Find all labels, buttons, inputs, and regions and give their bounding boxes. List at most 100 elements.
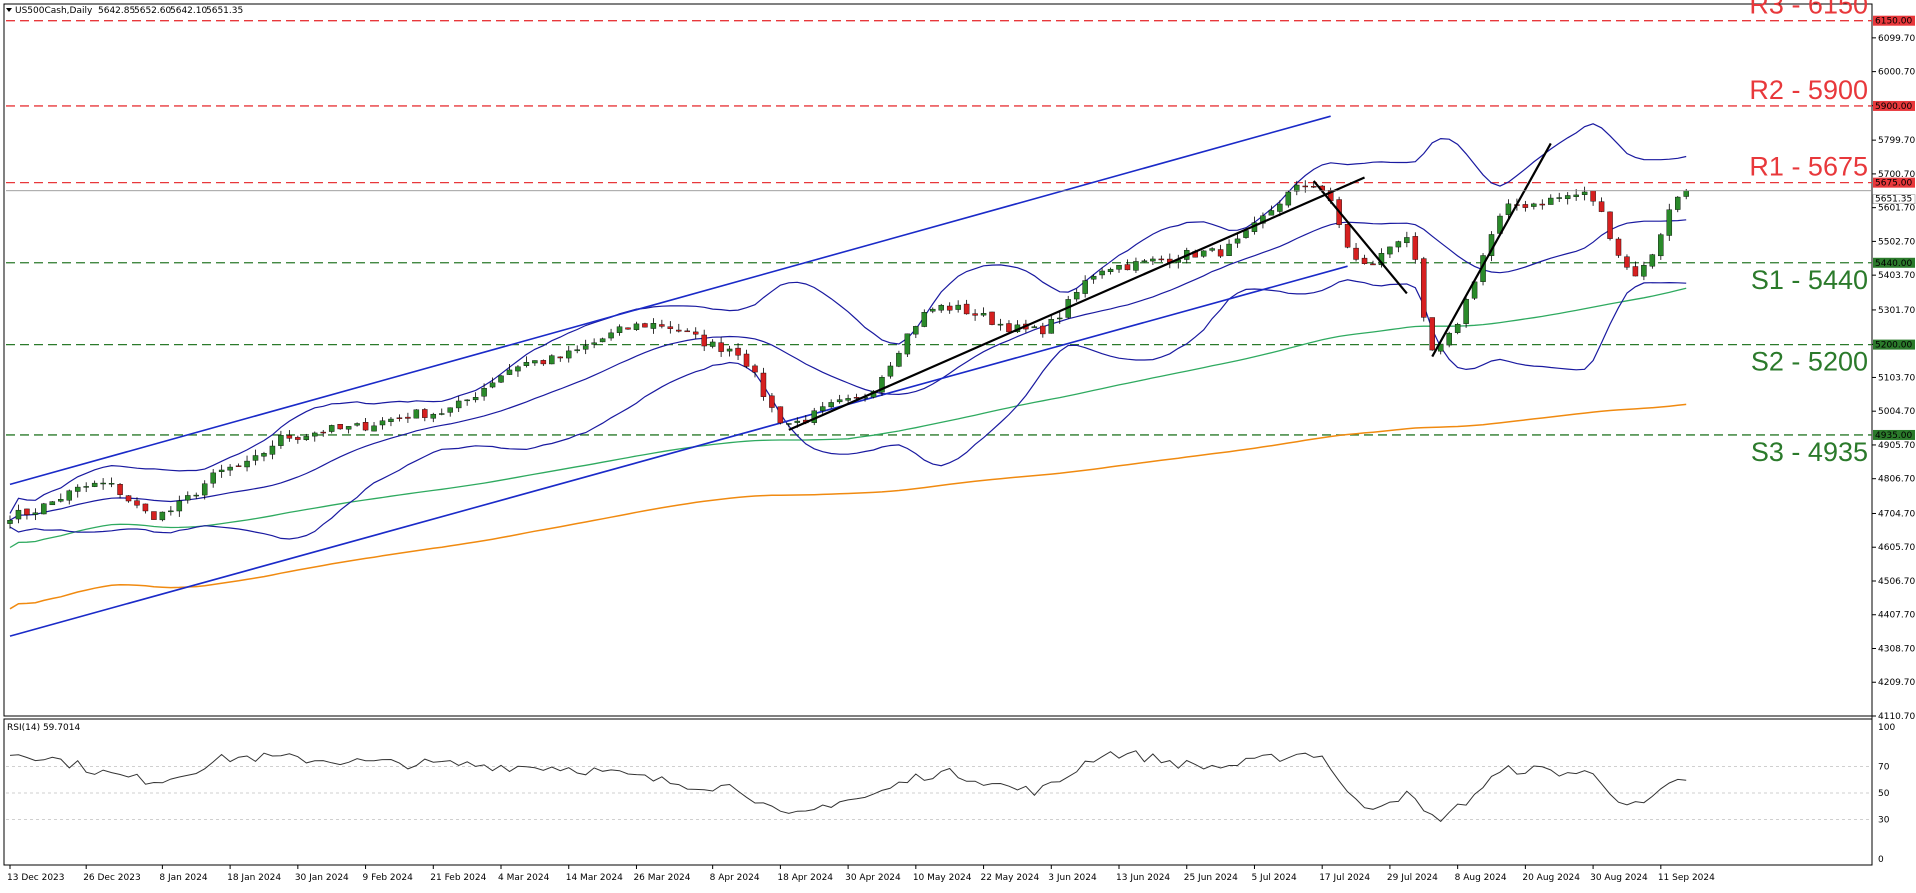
candle [142,503,149,514]
trendlines: 5651.35 [6,142,1916,431]
candle [455,396,462,412]
candle-body [210,472,216,484]
time-tick-label: 14 Mar 2024 [566,873,623,883]
candle-body [396,417,403,419]
time-tick-label: 3 Jun 2024 [1048,873,1097,883]
candle-body [566,350,572,359]
candle-body [997,323,1004,326]
candle [1073,288,1080,302]
candle [667,321,674,334]
candle-body [1099,270,1105,276]
candle [210,468,216,488]
price-tick-label: 6099.70 [1878,34,1915,44]
price-tick-label: 6000.70 [1878,68,1915,78]
candle [7,515,13,529]
candle-body [49,501,56,506]
candle-body [15,509,22,520]
candle [1658,232,1664,260]
candle-body [1285,191,1292,206]
candle-body [760,372,767,397]
level-label: R3 - 6150 [1749,0,1868,20]
candle [1581,186,1588,201]
candle [74,484,81,498]
candle-body [455,400,462,409]
price-tick-label: 4806.70 [1878,475,1915,485]
candle-body [1387,246,1393,255]
price-axis: 6099.706000.705900.705799.705700.705601.… [1872,34,1915,722]
level-price-tag [1873,257,1915,268]
candle-body [608,332,614,339]
candle [151,511,157,520]
candle-body [574,349,580,352]
candle-body [1150,258,1156,262]
candle [1607,211,1613,241]
candle-body [117,484,123,495]
candle [295,435,301,444]
price-tick-label: 4110.70 [1878,712,1915,722]
candle [1666,203,1673,241]
candle [422,408,428,422]
candle [439,408,445,416]
candle [498,374,504,383]
candle [887,362,894,379]
candle [66,489,73,505]
candle-body [235,465,242,467]
price-tick-label: 4605.70 [1878,543,1915,553]
candle-body [1531,203,1537,207]
dropdown-triangle-icon[interactable] [6,8,12,12]
candle [1150,256,1156,265]
rsi-tick-label: 30 [1878,815,1890,825]
candle [227,464,233,477]
candle [1564,192,1571,205]
candle-body [523,362,530,366]
candle-body [498,375,504,383]
candle-body [930,308,936,312]
candle [396,414,403,422]
candle-body [464,399,470,402]
candle-body [1031,326,1038,329]
level-label: S2 - 5200 [1751,347,1868,377]
price-tick-label: 5403.70 [1878,271,1915,281]
candle-body [938,304,944,311]
candle [278,430,284,449]
candle [506,364,513,375]
time-tick-label: 26 Dec 2023 [83,873,140,883]
rsi-tick-label: 100 [1878,723,1895,733]
candle [218,464,225,478]
candle-body [41,503,47,515]
ma-orange-line [9,403,1687,610]
level-labels: 6150.00 R3 - 6150 5900.00 R2 - 5900 5675.00 R… [1749,0,1915,467]
candle-body [896,352,902,367]
rsi-line [9,750,1687,823]
time-tick-label: 11 Sep 2024 [1658,873,1715,883]
rsi-header: RSI(14) 59.7014 [7,723,80,733]
candle [201,480,208,500]
time-tick-label: 22 May 2024 [981,873,1040,883]
time-tick-label: 10 May 2024 [913,873,972,883]
candle-body [269,445,276,455]
level-label: S1 - 5440 [1751,265,1868,295]
candle-body [752,365,758,373]
candle [1090,274,1097,284]
candle [1107,267,1114,275]
candle-body [472,397,479,401]
candle-body [616,326,623,333]
rsi-tick-label: 70 [1878,763,1890,773]
candle [345,426,352,434]
candle-body [913,326,919,335]
candle [312,431,318,442]
candle [185,491,191,504]
candle [989,311,995,326]
candle [49,501,56,506]
candle-body [1124,264,1131,271]
candle-body [591,342,597,345]
time-tick-label: 30 Jan 2024 [295,873,349,883]
price-tick-label: 4905.70 [1878,441,1915,451]
candle [1031,324,1038,329]
candle [100,478,106,490]
candle-body [972,313,978,316]
candle-body [1446,332,1452,346]
candle-body [1404,237,1410,244]
price-tick-label: 5601.70 [1878,204,1915,214]
